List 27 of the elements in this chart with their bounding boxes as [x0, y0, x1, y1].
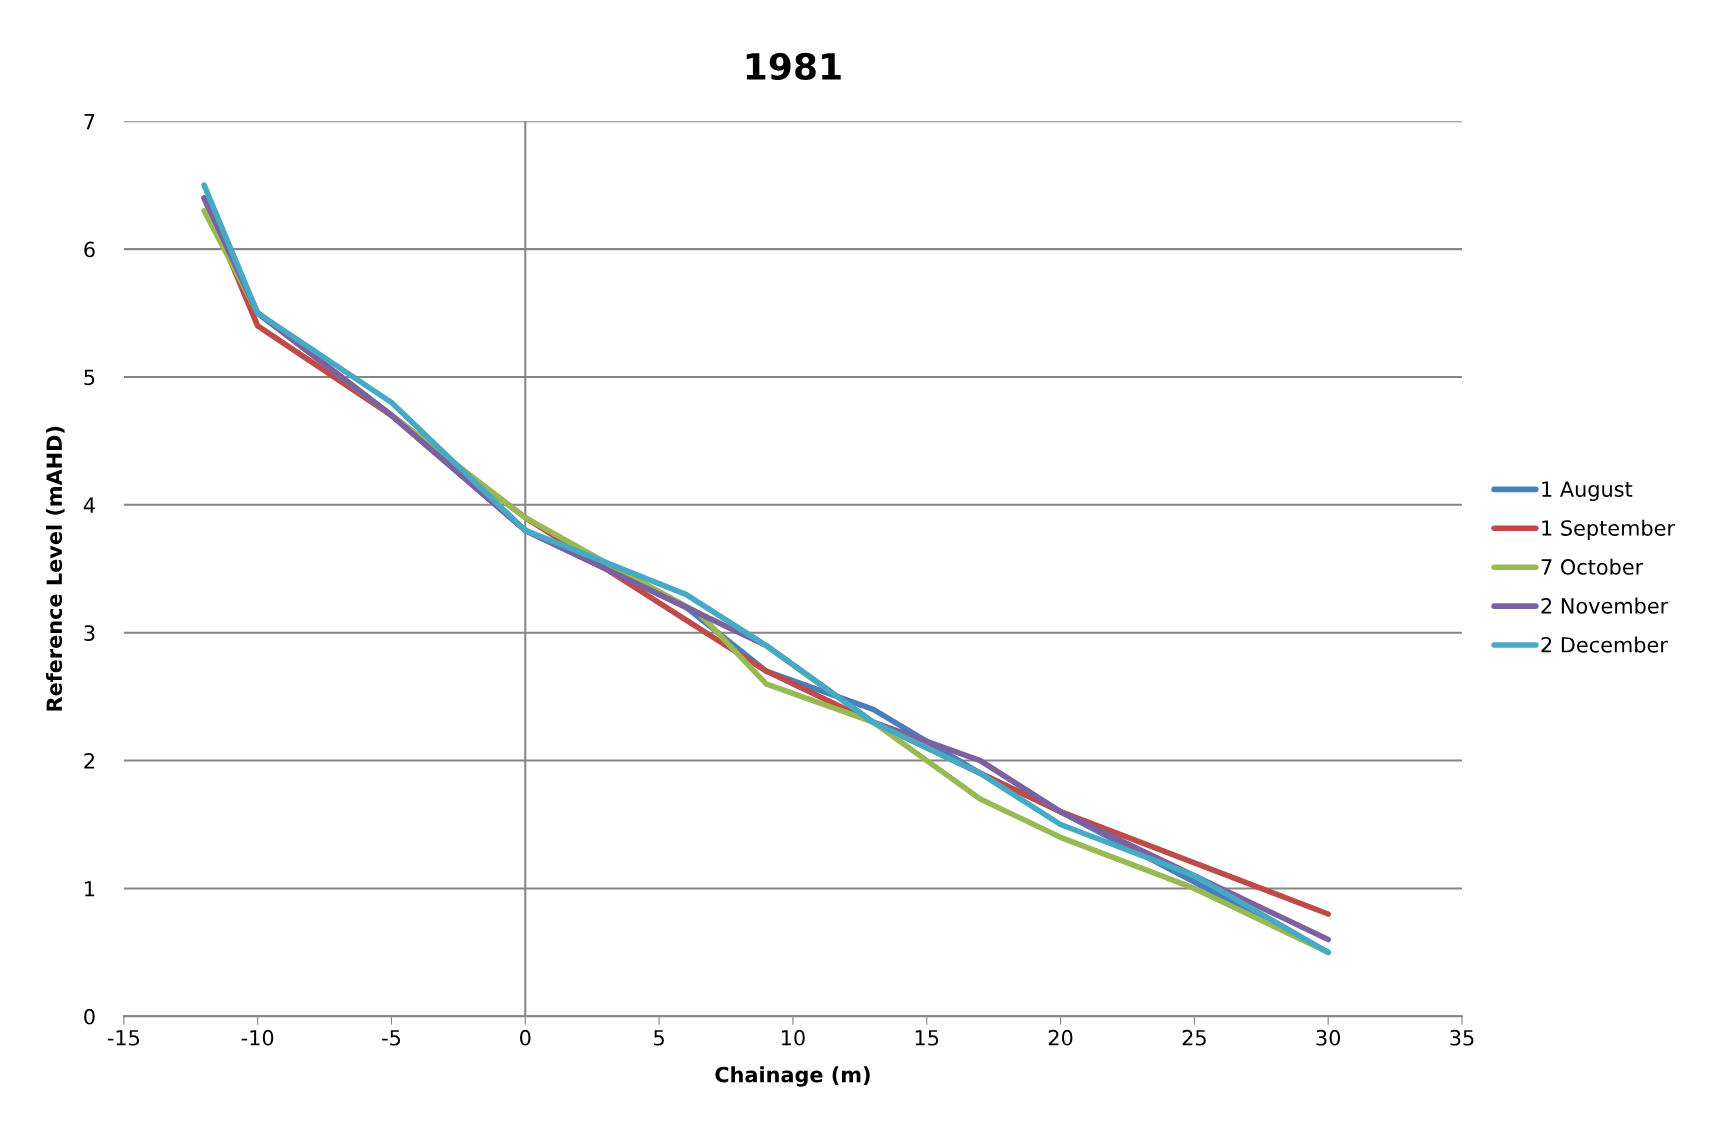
legend-label: 2 November — [1541, 597, 1669, 614]
x-tick-label: 10 — [781, 1029, 805, 1046]
x-tick-label: 20 — [1048, 1029, 1073, 1046]
x-tick-label: 30 — [1316, 1029, 1341, 1046]
x-tick-label: 15 — [915, 1030, 939, 1046]
y-tick-label: 6 — [84, 241, 95, 258]
legend-label: 2 December — [1541, 636, 1668, 653]
y-axis-title: Reference Level (mAHD) — [45, 426, 65, 711]
x-tick-label: 35 — [1450, 1029, 1474, 1046]
y-tick-label: 3 — [84, 625, 95, 641]
y-tick-label: 1 — [85, 881, 95, 897]
x-tick-label: 0 — [520, 1029, 531, 1046]
legend-label: 1 September — [1542, 519, 1675, 540]
x-tick-label: 25 — [1182, 1029, 1206, 1046]
y-tick-label: 2 — [84, 753, 94, 769]
y-tick-label: 7 — [84, 113, 95, 130]
x-tick-label: -15 — [107, 1030, 140, 1046]
x-tick-label: 5 — [654, 1030, 664, 1046]
legend-label: 1 August — [1542, 481, 1633, 502]
y-tick-label: 5 — [84, 369, 95, 386]
x-tick-label: -5 — [382, 1030, 401, 1046]
legend-label: 7 October — [1541, 558, 1644, 575]
y-tick-label: 0 — [84, 1008, 95, 1025]
y-tick-label: 4 — [83, 497, 95, 513]
x-tick-label: -10 — [241, 1029, 274, 1046]
chart-title: 1981 — [746, 52, 841, 81]
x-axis-title: Chainage (m) — [715, 1066, 870, 1087]
